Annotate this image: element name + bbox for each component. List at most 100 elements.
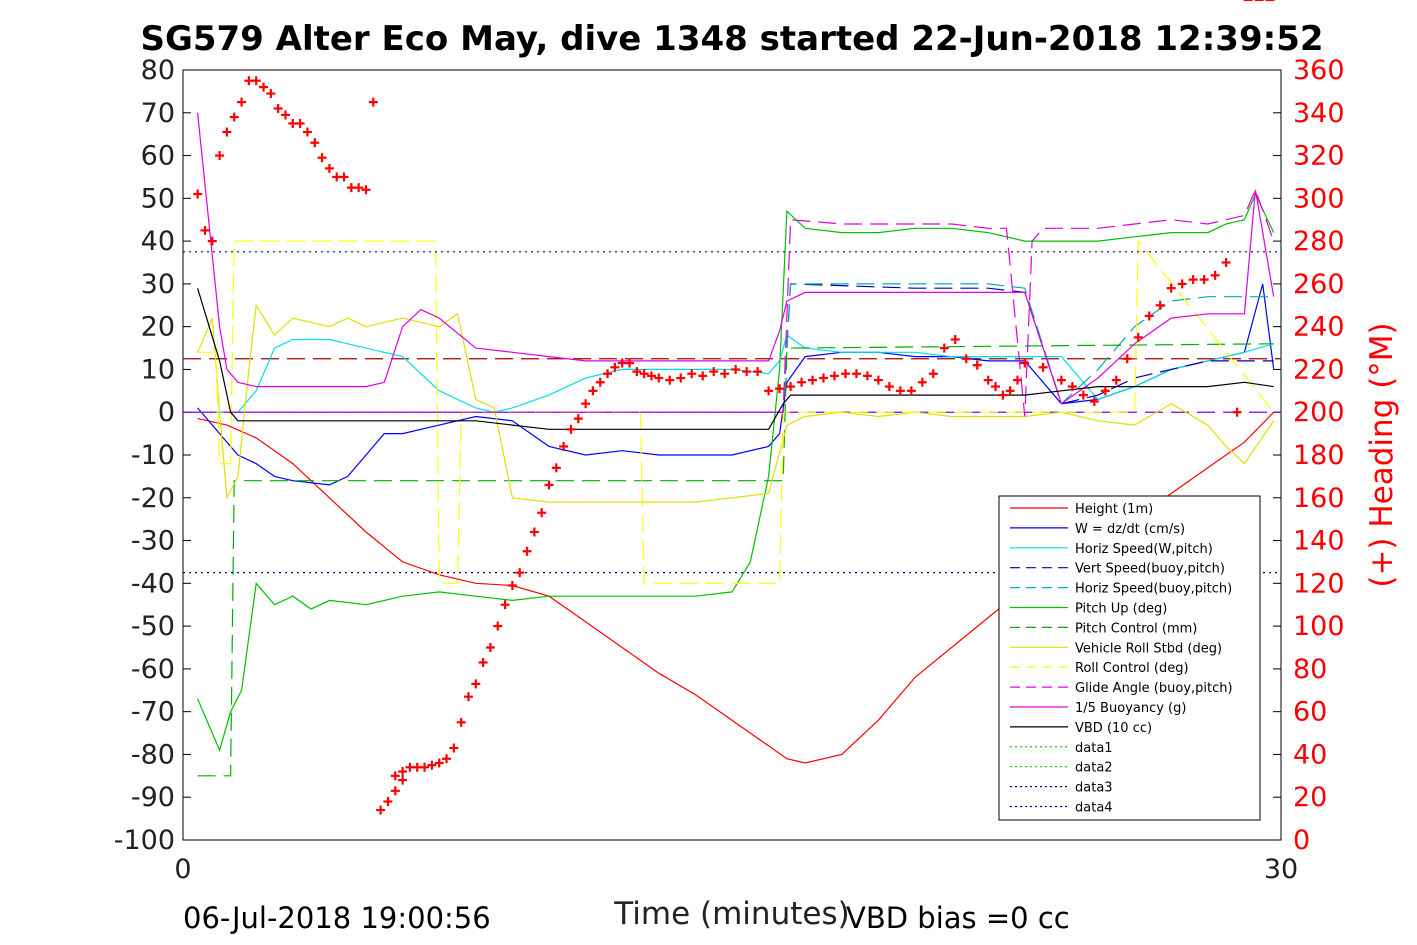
heading-point — [302, 127, 312, 137]
heading-point — [310, 138, 320, 148]
series-line-8 — [197, 303, 1275, 503]
heading-point — [884, 382, 894, 392]
heading-point — [478, 657, 488, 667]
y-tick-label: 20 — [141, 312, 175, 343]
heading-point — [1056, 375, 1066, 385]
heading-point — [368, 97, 378, 107]
heading-point — [1166, 283, 1176, 293]
heading-point — [449, 743, 459, 753]
heading-point — [819, 373, 828, 383]
heading-point — [1089, 397, 1099, 407]
heading-point — [1012, 375, 1022, 385]
y-tick-label: 10 — [141, 354, 175, 385]
heading-point — [493, 621, 503, 631]
y-tick-label: 50 — [141, 183, 175, 214]
legend-label: Vert Speed(buoy,pitch) — [1075, 562, 1225, 577]
y-tick-label: -20 — [131, 483, 175, 514]
heading-point — [917, 377, 927, 387]
y-tick-label: -60 — [131, 654, 175, 685]
heading-point — [862, 371, 872, 381]
heading-point — [383, 797, 393, 806]
y-tick-label: -40 — [131, 568, 175, 599]
heading-point — [1038, 362, 1048, 372]
heading-point — [797, 377, 807, 387]
heading-point — [266, 89, 276, 99]
heading-point — [603, 369, 613, 379]
heading-point — [632, 367, 642, 377]
heading-point — [442, 754, 452, 764]
heading-point — [507, 580, 517, 590]
y-right-tick-label: 360 — [1293, 55, 1345, 86]
heading-point — [229, 112, 239, 122]
heading-point — [522, 546, 532, 556]
heading-point — [991, 382, 1001, 392]
heading-point — [222, 127, 232, 137]
series-line-7 — [197, 343, 1274, 777]
heading-point — [972, 360, 982, 370]
y-tick-label: -50 — [131, 611, 175, 642]
y-right-tick-label: 140 — [1293, 526, 1345, 557]
heading-point — [786, 382, 796, 392]
y-right-tick-label: 80 — [1293, 654, 1327, 685]
heading-point — [873, 375, 883, 385]
heading-point — [1155, 300, 1165, 310]
y-tick-label: 60 — [141, 141, 175, 172]
heading-point — [998, 390, 1008, 400]
legend-label: Vehicle Roll Stbd (deg) — [1075, 641, 1222, 656]
heading-point — [324, 163, 334, 173]
legend-label: Pitch Control (mm) — [1075, 621, 1197, 636]
legend: Height (1m) W = dz/dt (cm/s) Horiz Speed(W… — [998, 495, 1261, 821]
heading-point — [398, 767, 408, 777]
legend-label: 1/5 Buoyancy (g) — [1075, 701, 1186, 716]
heading-point — [829, 371, 839, 381]
heading-point — [928, 369, 938, 379]
heading-point — [354, 183, 364, 193]
footer-timestamp: 06-Jul-2018 19:00:56 — [183, 901, 491, 935]
heading-point — [895, 386, 905, 396]
series-line-10 — [197, 188, 1275, 417]
y-tick-label: 0 — [158, 397, 175, 428]
y-axis-right: 3603403203002802602402202001801601401201… — [1273, 55, 1345, 856]
y-tick-label: -30 — [131, 526, 175, 557]
heading-point — [906, 386, 916, 396]
x-axis: 0 30 — [174, 832, 1298, 885]
y-tick-label: 70 — [141, 98, 175, 129]
footer-vbd-bias: VBD bias =0 cc — [846, 901, 1070, 935]
heading-point — [485, 643, 495, 652]
heading-point — [1122, 354, 1132, 364]
legend-label: W = dz/dt (cm/s) — [1075, 522, 1185, 537]
x-axis-label: Time (minutes) — [613, 896, 849, 932]
x-tick-label: 30 — [1264, 854, 1298, 885]
heading-point — [1144, 311, 1154, 321]
legend-label: data4 — [1075, 801, 1113, 816]
heading-point — [775, 384, 785, 394]
y-right-tick-label: 280 — [1293, 226, 1345, 257]
heading-point — [398, 775, 408, 785]
heading-point — [753, 367, 763, 377]
heading-point — [610, 362, 620, 372]
heading-point — [709, 367, 719, 377]
heading-point — [515, 568, 525, 578]
legend-label: data1 — [1075, 741, 1113, 756]
heading-point — [376, 805, 386, 815]
y-right-tick-label: 340 — [1293, 98, 1345, 129]
x-tick-label: 0 — [174, 854, 191, 885]
heading-point — [237, 97, 247, 107]
legend-label: Height (1m) — [1075, 502, 1153, 517]
y-tick-label: -70 — [131, 697, 175, 728]
heading-point — [588, 386, 598, 396]
series-layer — [183, 112, 1281, 777]
heading-point — [939, 343, 949, 353]
y-tick-label: -10 — [131, 440, 175, 471]
heading-point — [742, 367, 752, 377]
y-right-tick-label: 60 — [1293, 697, 1327, 728]
heading-point — [273, 104, 283, 113]
heading-point — [646, 371, 656, 381]
heading-point — [566, 424, 576, 434]
heading-point — [559, 441, 569, 451]
heading-point — [851, 369, 861, 379]
y-tick-label: -90 — [131, 782, 175, 813]
y-tick-label: 30 — [141, 269, 175, 300]
heading-point — [665, 375, 675, 385]
